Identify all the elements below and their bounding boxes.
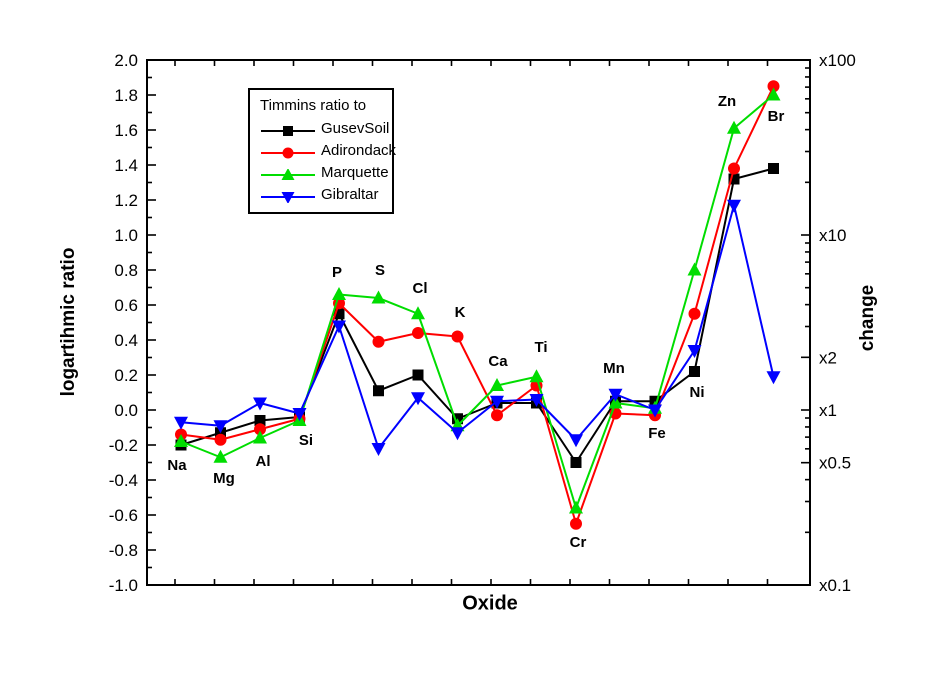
svg-text:0.6: 0.6	[114, 296, 138, 315]
svg-text:-0.4: -0.4	[109, 471, 138, 490]
element-label-zn: Zn	[718, 93, 736, 110]
y-axis-right-labels: x100 x10 x2 x1 x0.5 x0.1	[819, 51, 856, 595]
series-line	[180, 204, 775, 450]
y-axis-title-right: change	[857, 284, 878, 352]
svg-text:x2: x2	[819, 348, 837, 367]
svg-text:0.2: 0.2	[114, 366, 138, 385]
svg-text:-0.2: -0.2	[109, 436, 138, 455]
svg-text:-1.0: -1.0	[109, 576, 138, 595]
element-label-ti: Ti	[534, 339, 547, 356]
series-line	[180, 85, 775, 525]
legend-entry-gusevsoil: GusevSoil	[260, 117, 389, 139]
y-axis-left	[147, 59, 156, 586]
legend-marker-circle-icon	[260, 144, 316, 159]
plot-border	[146, 59, 811, 586]
x-axis-title: Oxide	[462, 592, 518, 615]
svg-text:1.8: 1.8	[114, 86, 138, 105]
svg-text:1.6: 1.6	[114, 121, 138, 140]
svg-text:1.0: 1.0	[114, 226, 138, 245]
legend-label: GusevSoil	[321, 119, 390, 137]
svg-text:x100: x100	[819, 51, 856, 70]
element-label-al: Al	[256, 453, 271, 470]
element-label-k: K	[455, 304, 466, 321]
svg-text:x1: x1	[819, 401, 837, 420]
element-label-mg: Mg	[213, 470, 235, 487]
legend-title: Timmins ratio to	[260, 97, 367, 114]
element-labels: Na Mg Al Si P S Cl K Ca Ti Cr Mn Fe Ni Zn Br	[167, 93, 784, 551]
legend-label: Marquette	[321, 163, 389, 181]
y-axis-right	[801, 59, 810, 586]
svg-text:0.0: 0.0	[114, 401, 138, 420]
svg-text:1.4: 1.4	[114, 156, 138, 175]
element-label-cr: Cr	[570, 534, 587, 551]
element-label-fe: Fe	[648, 425, 666, 442]
element-label-ca: Ca	[488, 353, 508, 370]
series-line	[180, 167, 774, 464]
legend-marker-triangle-down-icon	[260, 188, 316, 204]
legend-entry-adirondack: Adirondack	[260, 139, 396, 161]
svg-text:x0.1: x0.1	[819, 576, 851, 595]
element-label-cl: Cl	[413, 280, 428, 297]
x-axis-ticks	[174, 60, 769, 585]
element-label-na: Na	[167, 457, 187, 474]
legend-label: Adirondack	[321, 141, 397, 159]
svg-text:x10: x10	[819, 226, 846, 245]
element-label-mn: Mn	[603, 360, 625, 377]
series-gibraltar	[174, 199, 781, 456]
element-label-s: S	[375, 262, 385, 279]
legend: Timmins ratio to GusevSoil Adirondack Ma…	[248, 88, 396, 214]
y-axis-left-labels: -1.0 -0.8 -0.6 -0.4 -0.2 0.0 0.2 0.4 0.6 0.8 1.0 1.…	[109, 51, 138, 595]
svg-text:0.4: 0.4	[114, 331, 138, 350]
legend-entry-gibraltar: Gibraltar	[260, 183, 384, 205]
series-line	[180, 94, 775, 509]
svg-text:2.0: 2.0	[114, 51, 138, 70]
legend-marker-triangle-up-icon	[260, 166, 316, 180]
legend-marker-square-icon	[260, 122, 316, 136]
svg-text:x0.5: x0.5	[819, 454, 851, 473]
svg-text:0.8: 0.8	[114, 261, 138, 280]
element-label-ni: Ni	[690, 384, 705, 401]
y-axis-title-left: logartihmic ratio	[58, 247, 79, 397]
legend-label: Gibraltar	[321, 185, 379, 203]
element-label-p: P	[332, 264, 342, 281]
svg-text:1.2: 1.2	[114, 191, 138, 210]
element-label-si: Si	[299, 432, 313, 449]
legend-entry-marquette: Marquette	[260, 161, 389, 183]
svg-text:-0.8: -0.8	[109, 541, 138, 560]
svg-text:-0.6: -0.6	[109, 506, 138, 525]
element-label-br: Br	[768, 108, 785, 125]
